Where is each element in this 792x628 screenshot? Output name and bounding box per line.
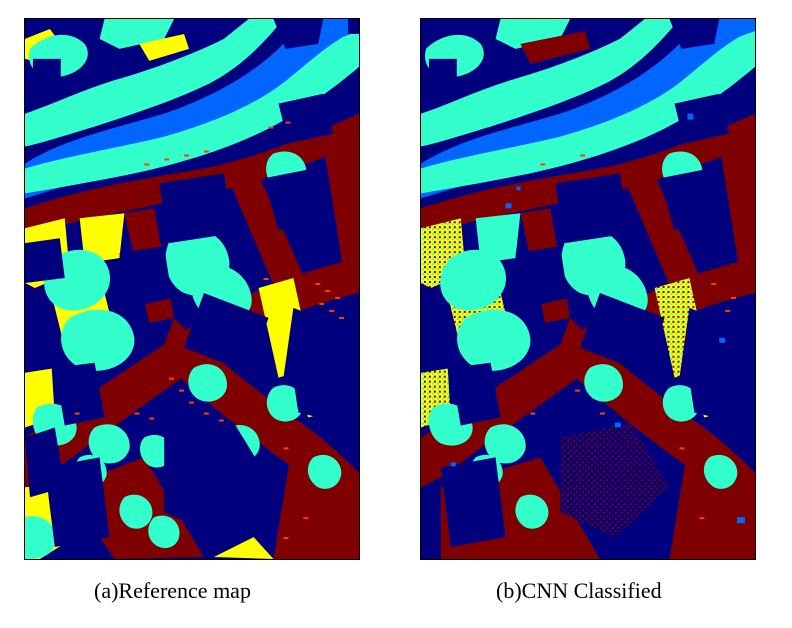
reference-map-image <box>25 19 359 559</box>
cnn-classified-map-image <box>421 19 755 559</box>
caption-reference-map: (a)Reference map <box>94 578 251 603</box>
reference-map-panel <box>24 18 360 560</box>
caption-cnn-classified: (b)CNN Classified <box>496 578 662 603</box>
cnn-classified-map-panel <box>420 18 756 560</box>
